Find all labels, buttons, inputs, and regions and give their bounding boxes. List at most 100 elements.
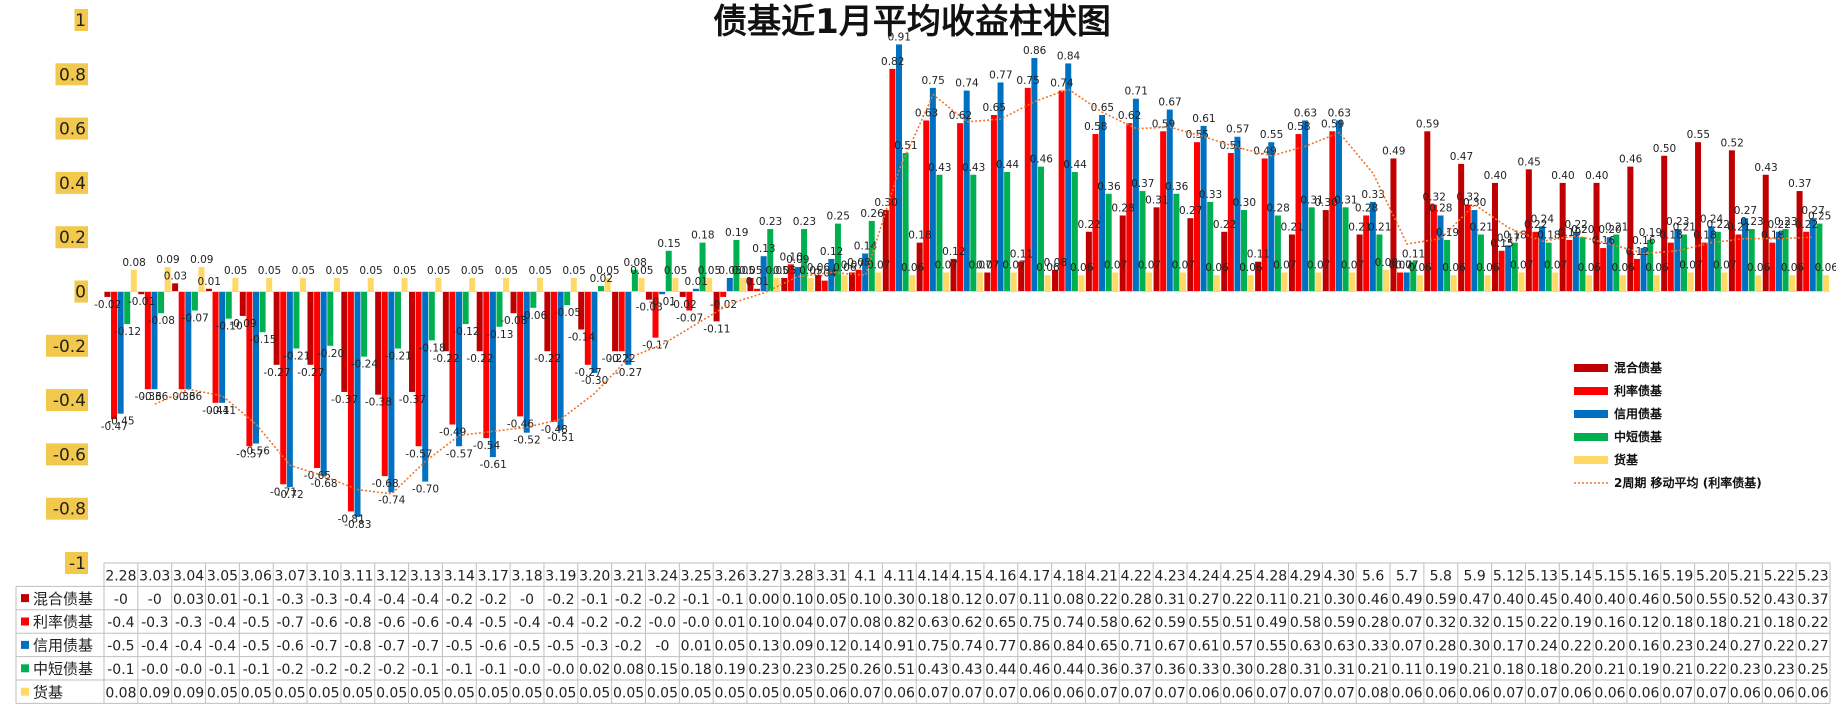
table-cell: -0.4 [209, 615, 236, 631]
table-cell: 0.65 [985, 615, 1016, 631]
bar [754, 288, 761, 292]
table-cell: -0.2 [615, 615, 642, 631]
table-cell: -0.4 [344, 592, 371, 608]
table-cell: 0.07 [951, 685, 982, 701]
bar [347, 291, 354, 512]
legend-label: 利率债基 [1614, 383, 1663, 398]
category-label: 3.03 [139, 568, 170, 584]
bar [517, 291, 524, 417]
category-label: 4.23 [1154, 568, 1185, 584]
data-label: 0.30 [1314, 197, 1337, 209]
table-cell: 0.07 [1527, 685, 1558, 701]
bar [1748, 229, 1755, 292]
data-label: 0.10 [779, 251, 802, 263]
bar [422, 291, 429, 482]
data-label: -0.15 [249, 334, 276, 346]
table-cell: 0.26 [850, 662, 881, 678]
table-cell: -0.4 [378, 592, 405, 608]
table-cell: 0.03 [173, 592, 204, 608]
data-label: 0.05 [529, 265, 552, 277]
bar [510, 291, 517, 314]
bar [1775, 231, 1782, 292]
data-label: -0.68 [371, 478, 398, 490]
bar [1099, 115, 1106, 292]
bar [645, 291, 652, 300]
data-label: 0.40 [1585, 170, 1608, 182]
data-label: 0.11 [1010, 249, 1033, 261]
data-label: 0.01 [685, 276, 708, 288]
data-label: -0.48 [541, 424, 568, 436]
table-cell: 0.06 [1222, 685, 1253, 701]
table-cell: 0.04 [782, 615, 813, 631]
bar [354, 291, 361, 517]
data-label: -0.74 [378, 494, 405, 506]
data-label: -0.09 [230, 318, 257, 330]
row-swatch [21, 664, 29, 673]
data-label: 0.75 [921, 75, 944, 87]
bar [834, 223, 841, 292]
data-label: 0.04 [813, 268, 837, 280]
table-cell: -0.1 [480, 662, 507, 678]
data-label: 0.36 [1097, 181, 1121, 193]
bar [1031, 58, 1038, 292]
data-label: 0.07 [935, 259, 958, 271]
bar [855, 269, 862, 292]
data-label: -0.36 [135, 391, 162, 403]
data-label: -0.30 [581, 375, 608, 387]
y-tick-label: 0.4 [59, 174, 86, 194]
data-label: 0.05 [630, 265, 653, 277]
bar [1410, 261, 1417, 292]
table-cell: 0.15 [647, 662, 678, 678]
data-label: 0.22 [1564, 219, 1587, 231]
data-label: 0.17 [1497, 232, 1520, 244]
data-label: 0.24 [1700, 213, 1724, 225]
data-label: -0.08 [500, 315, 527, 327]
data-label: -0.22 [466, 353, 493, 365]
bar [375, 291, 382, 395]
bar [1018, 261, 1025, 292]
y-tick-label: -0.8 [53, 500, 86, 520]
bar [401, 277, 408, 292]
table-cell: 0.28 [1358, 615, 1389, 631]
bar [1674, 229, 1681, 292]
table-cell: 0.28 [1121, 592, 1152, 608]
table-cell: 0.23 [782, 662, 813, 678]
data-label: 0.18 [1761, 230, 1784, 242]
table-cell: 0.07 [985, 592, 1016, 608]
table-cell: -0.0 [513, 662, 540, 678]
bar [896, 44, 903, 292]
data-label: 0.05 [393, 265, 416, 277]
bar [760, 256, 767, 292]
category-label: 5.8 [1430, 568, 1452, 584]
bar [1010, 272, 1017, 292]
table-cell: -0.0 [683, 615, 710, 631]
y-tick-label: 0 [75, 283, 86, 303]
table-cell: 0.61 [1188, 639, 1219, 655]
data-label: 0.21 [1727, 221, 1750, 233]
bar [178, 291, 185, 390]
data-label: 0.12 [942, 246, 965, 258]
table-cell: 0.22 [1527, 615, 1558, 631]
bar [1356, 234, 1363, 292]
bar [957, 123, 964, 292]
table-cell: 0.55 [1256, 639, 1287, 655]
data-label: 0.05 [224, 265, 247, 277]
bar [1126, 123, 1133, 292]
table-cell: 0.05 [681, 685, 712, 701]
bar [1586, 275, 1593, 292]
table-cell: -0.6 [378, 615, 405, 631]
table-cell: 0.23 [748, 662, 779, 678]
table-cell: 0.06 [1797, 685, 1828, 701]
bar [699, 242, 706, 292]
data-label: 0.59 [1321, 118, 1344, 130]
table-cell: 0.05 [308, 685, 339, 701]
table-cell: 0.05 [816, 592, 847, 608]
data-label: 0.05 [773, 265, 796, 277]
category-label: 5.16 [1628, 568, 1659, 584]
bar [252, 291, 259, 444]
table-cell: 0.37 [1121, 662, 1152, 678]
bar [476, 291, 483, 352]
data-label: 0.06 [1815, 262, 1836, 274]
bar [1376, 234, 1383, 292]
